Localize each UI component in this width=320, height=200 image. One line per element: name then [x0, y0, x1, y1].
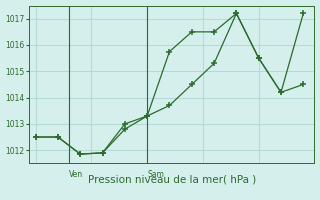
X-axis label: Pression niveau de la mer( hPa ): Pression niveau de la mer( hPa )	[88, 174, 256, 184]
Text: Ven: Ven	[69, 170, 83, 179]
Text: Sam: Sam	[147, 170, 164, 179]
